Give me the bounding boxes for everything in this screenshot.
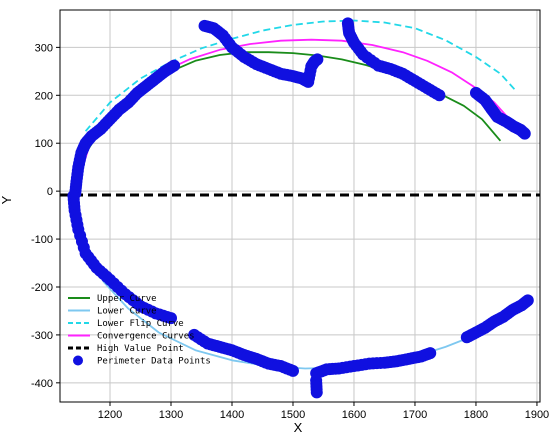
perimeter-data-point <box>165 312 178 325</box>
convergence-curves-line <box>81 38 511 168</box>
x-tick-label: 1300 <box>159 409 183 421</box>
perimeter-data-point <box>521 294 534 307</box>
point-layer <box>67 17 534 399</box>
y-tick-label: -400 <box>31 378 53 390</box>
perimeter-data-point <box>311 53 324 66</box>
x-axis-title: X <box>294 420 303 435</box>
y-tick-label: -300 <box>31 330 53 342</box>
legend-label: Convergence Curves <box>97 332 195 342</box>
y-tick-label: 0 <box>47 186 53 198</box>
perimeter-data-point <box>433 89 446 102</box>
legend: Upper Curve Lower Curve Lower Flip Curve Co… <box>68 294 211 367</box>
legend-label: Lower Curve <box>97 307 157 317</box>
legend-marker-perimeter <box>73 355 83 366</box>
y-axis-title: Y <box>0 195 14 204</box>
lower-flip-curve-line <box>84 19 517 132</box>
perimeter-data-point <box>518 127 531 140</box>
lower-curve-line <box>72 194 523 370</box>
y-tick-label: 100 <box>35 138 53 150</box>
x-tick-label: 1700 <box>403 409 427 421</box>
legend-label: Lower Flip Curve <box>97 319 184 329</box>
perimeter-data-point <box>286 364 299 377</box>
y-tick-label: -200 <box>31 282 53 294</box>
plot-frame <box>59 9 541 403</box>
y-tick-label: 300 <box>35 42 53 54</box>
legend-label: Upper Curve <box>97 294 157 304</box>
x-tick-label: 1800 <box>464 409 488 421</box>
x-tick-label: 1400 <box>220 409 244 421</box>
legend-label: High Value Point <box>97 344 184 354</box>
perimeter-data-point <box>424 347 437 360</box>
axis-layer: 1200 1300 1400 1500 1600 1700 1800 1900 -400 -300… <box>31 9 549 421</box>
upper-curve-line <box>78 51 502 163</box>
perimeter-data-point <box>168 59 181 72</box>
y-tick-label: -100 <box>31 234 53 246</box>
x-tick-label: 1500 <box>281 409 305 421</box>
perimeter-data-point <box>310 386 323 399</box>
y-tick-label: 200 <box>35 90 53 102</box>
x-tick-label: 1200 <box>98 409 122 421</box>
legend-label: Perimeter Data Points <box>97 357 211 367</box>
x-tick-label: 1900 <box>525 409 549 421</box>
x-tick-label: 1600 <box>342 409 366 421</box>
